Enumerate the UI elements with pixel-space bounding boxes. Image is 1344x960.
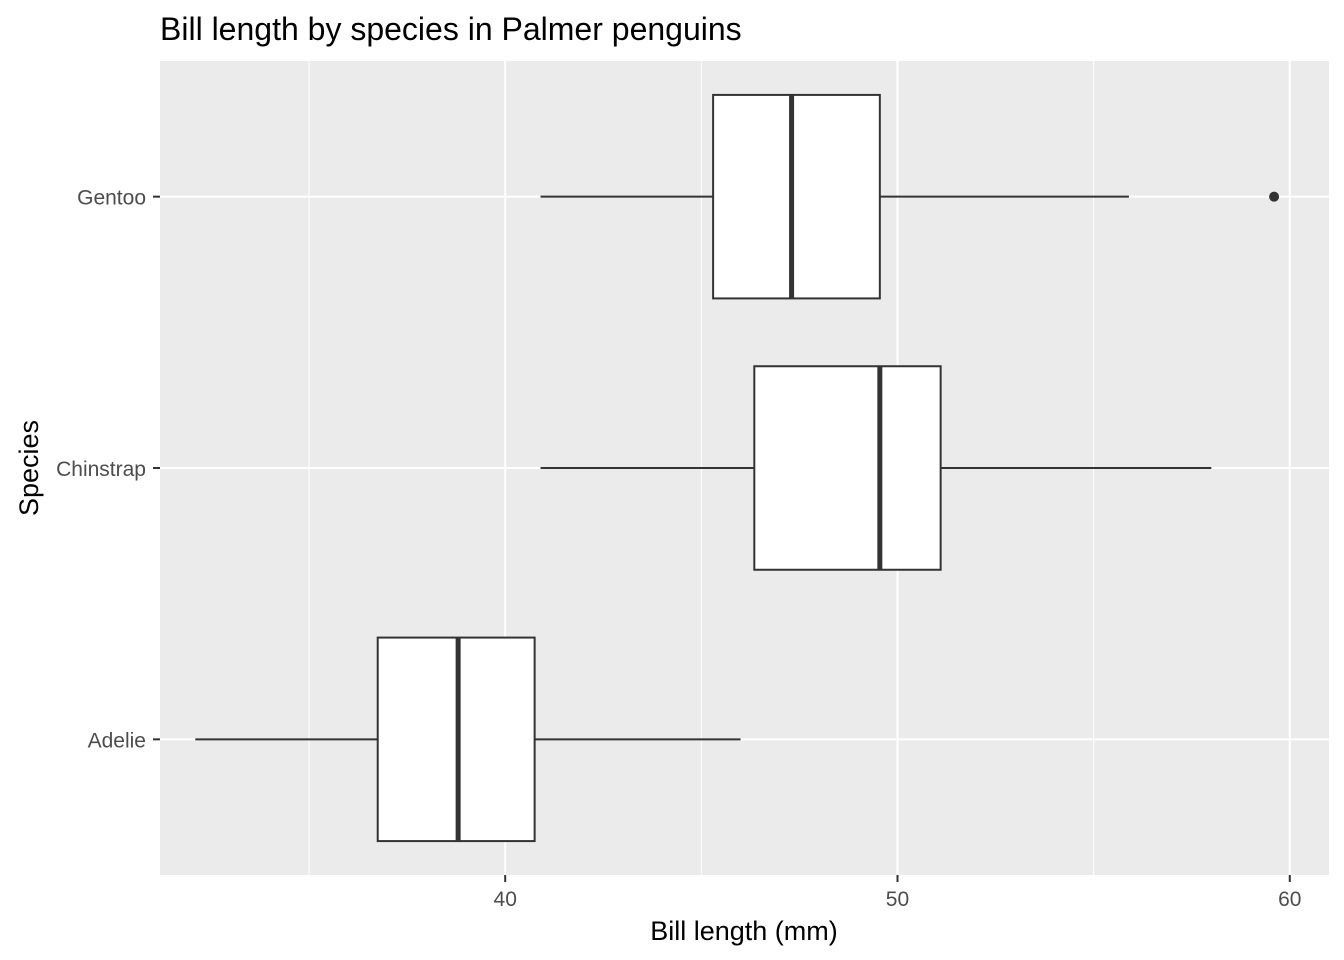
x-axis: 40 50 60	[494, 875, 1301, 911]
box-iqr	[753, 365, 942, 571]
outlier-point	[1269, 191, 1280, 202]
y-axis-title: Species	[14, 420, 44, 516]
box-adelie	[195, 636, 741, 843]
box-gentoo	[540, 93, 1280, 300]
x-tick-label: 60	[1278, 888, 1301, 911]
box-iqr	[712, 93, 881, 300]
y-axis: Adelie Chinstrap Gentoo	[56, 187, 160, 752]
boxes-layer	[195, 93, 1280, 843]
y-tick-label: Adelie	[88, 729, 146, 752]
chart-title: Bill length by species in Palmer penguin…	[160, 11, 742, 47]
x-axis-title: Bill length (mm)	[650, 916, 838, 946]
y-tick-label: Gentoo	[77, 187, 146, 210]
box-chinstrap	[540, 365, 1212, 571]
x-tick-label: 40	[494, 888, 517, 911]
x-tick-label: 50	[886, 888, 909, 911]
y-tick-label: Chinstrap	[56, 458, 146, 481]
